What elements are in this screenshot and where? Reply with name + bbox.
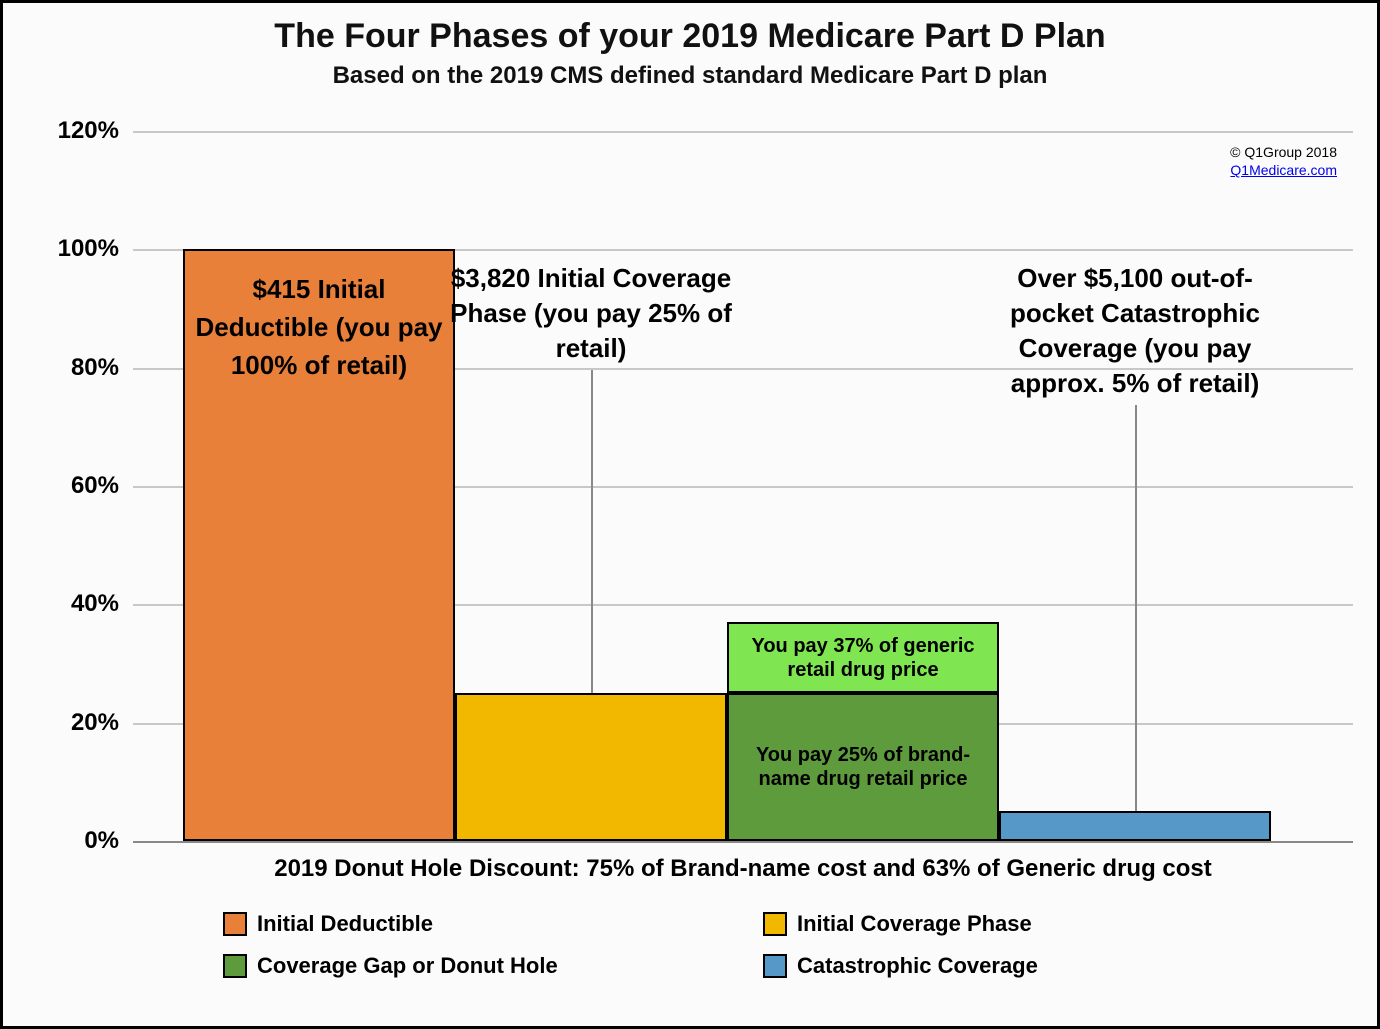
bar-segment-label: You pay 37% of generic retail drug price <box>729 634 997 682</box>
legend-swatch <box>763 912 787 936</box>
legend-swatch <box>223 912 247 936</box>
y-axis-tick-label: 60% <box>9 472 119 500</box>
y-axis-tick-label: 20% <box>9 709 119 737</box>
x-axis-baseline <box>133 841 1353 843</box>
bar-label: $415 Initial Deductible (you pay 100% of… <box>185 271 453 384</box>
bar-initial-deductible: $415 Initial Deductible (you pay 100% of… <box>183 249 455 841</box>
bar-callout: $3,820 Initial Coverage Phase (you pay 2… <box>445 261 737 366</box>
leader-line <box>591 370 593 693</box>
y-axis-tick-label: 100% <box>9 235 119 263</box>
legend-item: Initial Deductible <box>223 903 763 945</box>
legend-item: Catastrophic Coverage <box>763 945 1303 987</box>
bar-segment-label: You pay 25% of brand-name drug retail pr… <box>729 743 997 791</box>
legend-label: Initial Deductible <box>257 911 433 937</box>
y-axis-tick-label: 0% <box>9 827 119 855</box>
chart-title: The Four Phases of your 2019 Medicare Pa… <box>3 17 1377 56</box>
bar-callout: Over $5,100 out-of-pocket Catastrophic C… <box>989 261 1281 401</box>
y-axis-tick-label: 120% <box>9 117 119 145</box>
legend-swatch <box>223 954 247 978</box>
legend-item: Initial Coverage Phase <box>763 903 1303 945</box>
gridline <box>133 131 1353 133</box>
chart-subtitle: Based on the 2019 CMS defined standard M… <box>3 62 1377 90</box>
bar-coverage-gap-seg1: You pay 37% of generic retail drug price <box>727 622 999 693</box>
bar-initial-coverage <box>455 693 727 841</box>
chart-frame: The Four Phases of your 2019 Medicare Pa… <box>0 0 1380 1029</box>
bar-coverage-gap-seg0: You pay 25% of brand-name drug retail pr… <box>727 693 999 841</box>
legend-label: Coverage Gap or Donut Hole <box>257 953 558 979</box>
legend-item: Coverage Gap or Donut Hole <box>223 945 763 987</box>
x-axis-caption: 2019 Donut Hole Discount: 75% of Brand-n… <box>133 855 1353 883</box>
legend: Initial Deductible Initial Coverage Phase… <box>223 903 1303 987</box>
legend-swatch <box>763 954 787 978</box>
plot-area: $415 Initial Deductible (you pay 100% of… <box>133 131 1353 841</box>
leader-line <box>1135 405 1137 811</box>
legend-label: Catastrophic Coverage <box>797 953 1038 979</box>
y-axis-tick-label: 80% <box>9 354 119 382</box>
y-axis-tick-label: 40% <box>9 590 119 618</box>
bar-catastrophic <box>999 811 1271 841</box>
legend-label: Initial Coverage Phase <box>797 911 1032 937</box>
